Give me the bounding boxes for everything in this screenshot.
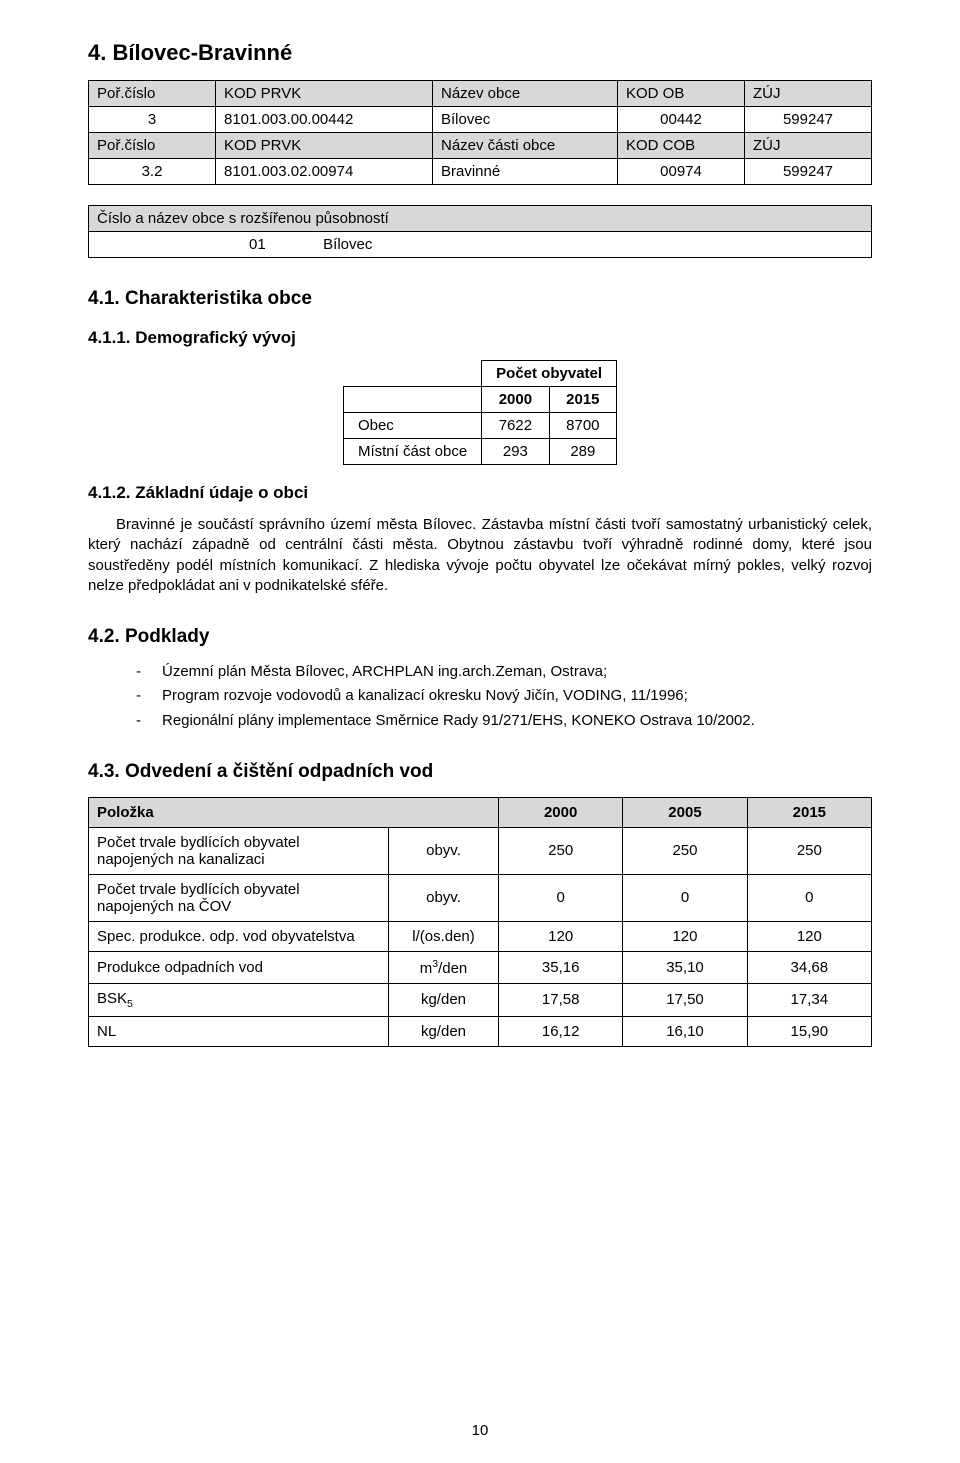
ww-val: 0 <box>623 874 747 921</box>
col-por: Poř.číslo <box>89 81 216 107</box>
col-nazev: Název části obce <box>433 133 618 159</box>
wastewater-table: Položka 2000 2005 2015 Počet trvale bydl… <box>88 797 872 1047</box>
ww-val: 16,12 <box>499 1016 623 1046</box>
ww-label: NL <box>89 1016 389 1046</box>
col-kodprvk: KOD PRVK <box>216 133 433 159</box>
ww-val: 34,68 <box>747 951 871 983</box>
ww-label: BSK5 <box>89 983 389 1016</box>
ww-val: 35,16 <box>499 951 623 983</box>
demo-colgroup: Počet obyvatel <box>482 361 617 387</box>
col-zuj: ZÚJ <box>745 81 872 107</box>
ww-val: 35,10 <box>623 951 747 983</box>
col-kodob: KOD OB <box>618 81 745 107</box>
scope-title: Číslo a název obce s rozšířenou působnos… <box>89 206 872 232</box>
paragraph-basic-info: Bravinné je součástí správního území měs… <box>88 515 872 596</box>
list-item: Územní plán Města Bílovec, ARCHPLAN ing.… <box>136 662 872 682</box>
col-kodprvk: KOD PRVK <box>216 81 433 107</box>
ww-unit: l/(os.den) <box>389 921 499 951</box>
ww-val: 17,34 <box>747 983 871 1016</box>
ident-table-1: Poř.číslo KOD PRVK Název obce KOD OB ZÚJ… <box>88 80 872 185</box>
podklady-list: Územní plán Města Bílovec, ARCHPLAN ing.… <box>88 662 872 731</box>
ww-val: 250 <box>747 827 871 874</box>
page-title: 4. Bílovec-Bravinné <box>88 40 872 66</box>
cell: Bravinné <box>433 159 618 185</box>
ww-col-year: 2000 <box>499 797 623 827</box>
ww-label: Spec. produkce. odp. vod obyvatelstva <box>89 921 389 951</box>
cell: 00442 <box>618 107 745 133</box>
demo-cell: 8700 <box>549 413 616 439</box>
ww-col-year: 2015 <box>747 797 871 827</box>
cell: 8101.003.00.00442 <box>216 107 433 133</box>
scope-name: Bílovec <box>323 236 372 253</box>
cell: 3.2 <box>89 159 216 185</box>
cell: 599247 <box>745 107 872 133</box>
page-number: 10 <box>0 1422 960 1439</box>
scope-row: 01 Bílovec <box>89 232 872 258</box>
col-por: Poř.číslo <box>89 133 216 159</box>
section-4-2: 4.2. Podklady <box>88 626 872 648</box>
ww-val: 16,10 <box>623 1016 747 1046</box>
demo-cell: 293 <box>482 439 549 465</box>
demo-cell: 7622 <box>482 413 549 439</box>
cell: 8101.003.02.00974 <box>216 159 433 185</box>
ww-unit: kg/den <box>389 983 499 1016</box>
list-item: Regionální plány implementace Směrnice R… <box>136 711 872 731</box>
demo-row-label: Místní část obce <box>343 439 481 465</box>
scope-code: 01 <box>249 236 319 253</box>
ww-unit: m3/den <box>389 951 499 983</box>
demo-year: 2000 <box>482 387 549 413</box>
scope-table: Číslo a název obce s rozšířenou působnos… <box>88 205 872 258</box>
list-item: Program rozvoje vodovodů a kanalizací ok… <box>136 686 872 706</box>
cell: 00974 <box>618 159 745 185</box>
cell: Bílovec <box>433 107 618 133</box>
cell: 3 <box>89 107 216 133</box>
ww-val: 120 <box>623 921 747 951</box>
ww-col-year: 2005 <box>623 797 747 827</box>
demo-cell: 289 <box>549 439 616 465</box>
col-nazev: Název obce <box>433 81 618 107</box>
ww-val: 0 <box>499 874 623 921</box>
ww-val: 0 <box>747 874 871 921</box>
section-4-3: 4.3. Odvedení a čištění odpadních vod <box>88 761 872 783</box>
ww-col-polozka: Položka <box>89 797 499 827</box>
ww-val: 17,50 <box>623 983 747 1016</box>
col-zuj: ZÚJ <box>745 133 872 159</box>
ww-label: Počet trvale bydlících obyvatel napojený… <box>89 874 389 921</box>
ww-label: Počet trvale bydlících obyvatel napojený… <box>89 827 389 874</box>
ww-val: 17,58 <box>499 983 623 1016</box>
ww-val: 250 <box>499 827 623 874</box>
ww-val: 120 <box>499 921 623 951</box>
ww-val: 120 <box>747 921 871 951</box>
demography-table: Počet obyvatel 2000 2015 Obec 7622 8700 … <box>343 360 617 465</box>
ww-val: 250 <box>623 827 747 874</box>
section-4-1: 4.1. Charakteristika obce <box>88 288 872 310</box>
ww-unit: obyv. <box>389 874 499 921</box>
ww-val: 15,90 <box>747 1016 871 1046</box>
ww-label: Produkce odpadních vod <box>89 951 389 983</box>
ww-unit: kg/den <box>389 1016 499 1046</box>
demo-row-label: Obec <box>343 413 481 439</box>
section-4-1-1: 4.1.1. Demografický vývoj <box>88 328 872 348</box>
col-kodcob: KOD COB <box>618 133 745 159</box>
ww-unit: obyv. <box>389 827 499 874</box>
section-4-1-2: 4.1.2. Základní údaje o obci <box>88 483 872 503</box>
demo-year: 2015 <box>549 387 616 413</box>
cell: 599247 <box>745 159 872 185</box>
